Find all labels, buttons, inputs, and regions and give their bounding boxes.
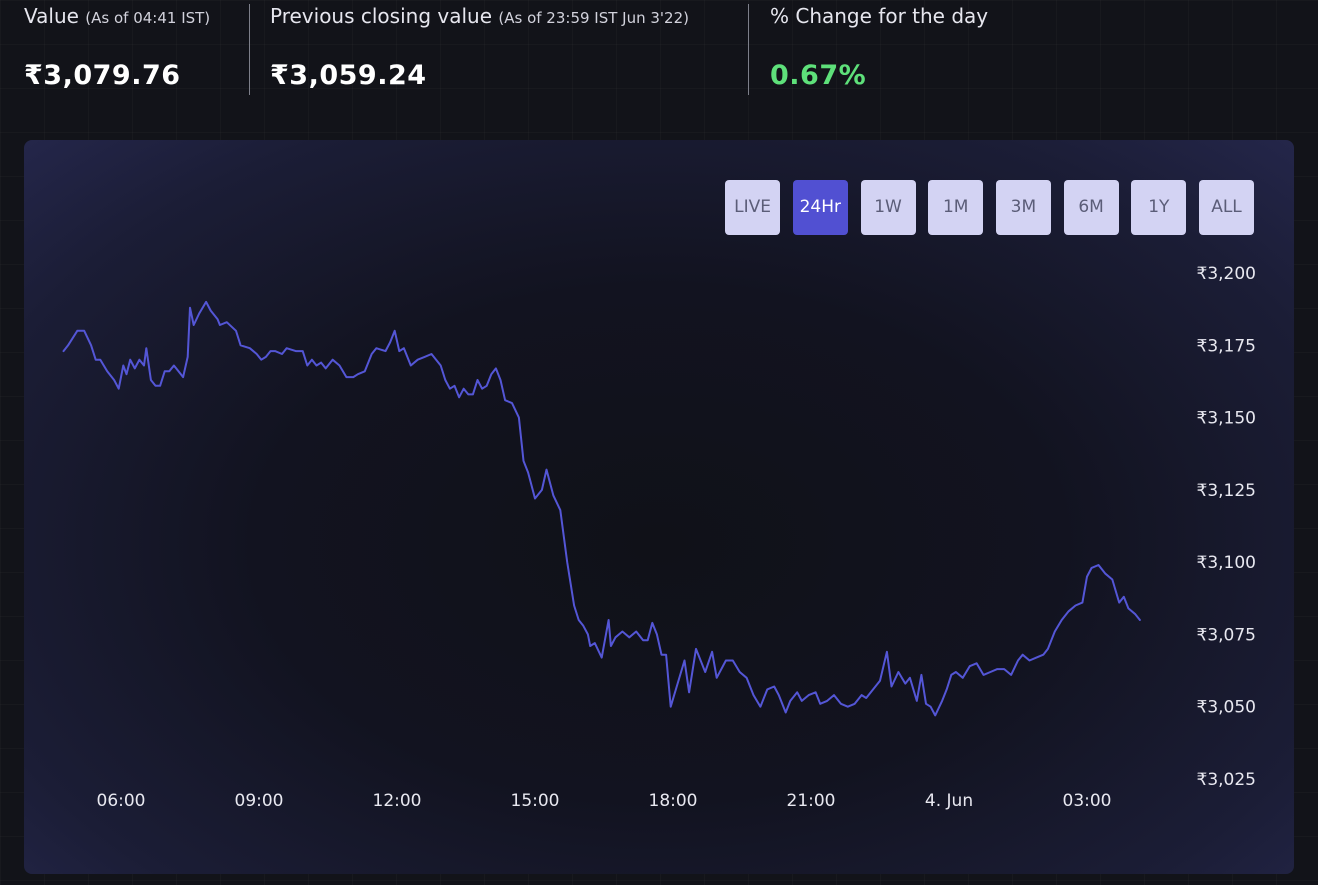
previous-close-title: Previous closing value: [270, 4, 493, 28]
range-tab-all[interactable]: ALL: [1199, 180, 1254, 235]
current-value-stat: Value (As of 04:41 IST) ₹3,079.76: [24, 0, 244, 96]
day-change-amount: 0.67%: [770, 60, 867, 91]
time-range-selector: LIVE 24Hr 1W 1M 3M 6M 1Y ALL: [725, 180, 1254, 235]
current-value-amount: ₹3,079.76: [24, 60, 181, 91]
y-axis-tick-label: ₹3,025: [1197, 770, 1256, 790]
price-series-line[interactable]: [62, 300, 1141, 717]
y-axis-tick-label: ₹3,125: [1197, 481, 1256, 501]
current-value-timestamp: (As of 04:41 IST): [85, 9, 211, 27]
price-chart-card: LIVE 24Hr 1W 1M 3M 6M 1Y ALL ₹3,200 ₹3,175 ₹3,150…: [24, 140, 1294, 874]
y-axis-tick-label: ₹3,075: [1197, 625, 1256, 645]
stat-divider: [748, 4, 749, 95]
previous-close-label: Previous closing value (As of 23:59 IST …: [270, 4, 689, 28]
stats-bar: Value (As of 04:41 IST) ₹3,079.76 Previo…: [0, 0, 1318, 96]
previous-close-amount: ₹3,059.24: [270, 60, 427, 91]
range-tab-1m[interactable]: 1M: [928, 180, 984, 235]
day-change-label: % Change for the day: [770, 4, 988, 28]
x-axis-tick-label: 03:00: [1063, 791, 1112, 811]
range-tab-1w[interactable]: 1W: [860, 180, 916, 235]
current-value-label: Value (As of 04:41 IST): [24, 4, 210, 28]
day-change-stat: % Change for the day 0.67%: [770, 0, 1170, 96]
range-tab-6m[interactable]: 6M: [1063, 180, 1119, 235]
range-tab-24hr[interactable]: 24Hr: [792, 180, 848, 235]
x-axis-tick-label: 15:00: [511, 791, 560, 811]
x-axis-tick-label: 12:00: [373, 791, 422, 811]
previous-close-timestamp: (As of 23:59 IST Jun 3'22): [498, 9, 689, 27]
price-line-chart: ₹3,200 ₹3,175 ₹3,150 ₹3,125 ₹3,100 ₹3,075 ₹3,0…: [62, 264, 1256, 811]
day-change-title: % Change for the day: [770, 4, 989, 28]
y-axis-tick-label: ₹3,150: [1197, 409, 1256, 429]
range-tab-1y[interactable]: 1Y: [1131, 180, 1187, 235]
y-axis-tick-label: ₹3,100: [1197, 553, 1256, 573]
x-axis-tick-label: 18:00: [649, 791, 698, 811]
y-axis-tick-label: ₹3,175: [1197, 336, 1256, 356]
range-tab-3m[interactable]: 3M: [995, 180, 1051, 235]
previous-close-stat: Previous closing value (As of 23:59 IST …: [270, 0, 740, 96]
stat-divider: [249, 4, 250, 95]
x-axis-tick-label: 4. Jun: [925, 791, 973, 811]
y-axis-tick-label: ₹3,200: [1197, 264, 1256, 284]
range-tab-live[interactable]: LIVE: [725, 180, 781, 235]
x-axis-tick-label: 09:00: [235, 791, 284, 811]
x-axis-tick-label: 21:00: [787, 791, 836, 811]
y-axis-tick-label: ₹3,050: [1197, 698, 1256, 718]
x-axis-tick-label: 06:00: [97, 791, 146, 811]
current-value-title: Value: [24, 4, 79, 28]
